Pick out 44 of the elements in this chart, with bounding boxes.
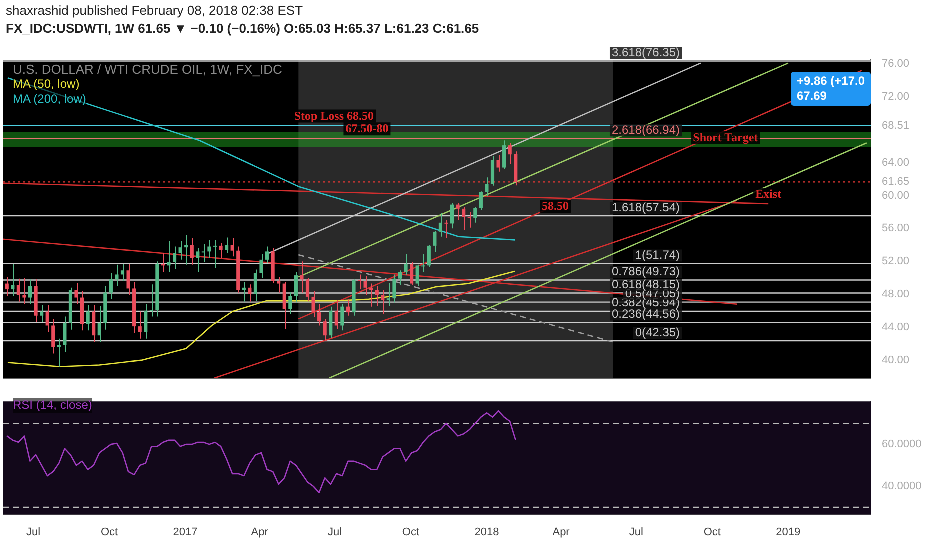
annotation: 58.50 (542, 199, 570, 214)
annotation: 67.69 (796, 89, 828, 104)
y-tick-label: 64.00 (882, 156, 910, 169)
ref-line-label: 3.618(76.35) (612, 46, 680, 60)
ref-line-label: 1.618(57.54) (612, 200, 680, 214)
ref-line-label: 2.618(66.94) (612, 122, 680, 137)
x-tick-label: Apr (251, 526, 269, 538)
y-tick-label: 68.51 (882, 120, 910, 132)
series-label: MA (200, low) (13, 92, 86, 107)
x-tick-label: Oct (402, 526, 420, 538)
annotation: Stop Loss 68.50 (294, 108, 374, 123)
x-tick-label: Jul (328, 526, 342, 538)
chart-title: U.S. DOLLAR / WTI CRUDE OIL, 1W, FX_IDC (13, 62, 282, 77)
ref-line-label: 0.618(48.15) (612, 278, 680, 292)
annotation: +9.86 (+17.0 (796, 74, 865, 89)
y-tick-label: 40.0000 (882, 480, 922, 493)
ref-line-label: 0(42.35) (635, 325, 680, 340)
x-tick-label: Jul (26, 526, 41, 538)
text: shaxrashid published February 08, 2018 02:38 EST (6, 2, 304, 20)
annotation: Exist (756, 187, 782, 202)
y-tick-label: 76.00 (882, 58, 910, 70)
text: RSI (14, close) (13, 398, 92, 413)
chart-subtitle: FX_IDC:USDWTI, 1W 61.65 ▼ −0.10 (−0.16%) O:65.03 H:65.37 L:61.23 C:61.65 (6, 20, 480, 38)
ref-line-label: 0.786(49.73) (612, 264, 680, 279)
y-tick-label: 60.00 (882, 190, 910, 202)
annotation: Short Target (693, 130, 758, 144)
x-tick-label: 2018 (474, 526, 500, 538)
y-tick-label: 56.00 (882, 222, 910, 235)
y-tick-label: 72.00 (882, 91, 910, 104)
y-tick-label: 60.0000 (882, 438, 922, 451)
x-tick-label: Oct (704, 526, 721, 538)
y-tick-label: 40.00 (882, 354, 910, 366)
annotation: 67.50-80 (346, 122, 389, 136)
y-tick-label: 61.65 (882, 176, 910, 188)
y-tick-label: 44.00 (882, 321, 910, 334)
x-tick-label: 2017 (173, 526, 198, 538)
y-tick-label: 48.00 (882, 288, 910, 301)
x-tick-label: Jul (629, 526, 644, 538)
y-tick-label: 52.00 (882, 256, 910, 268)
x-tick-label: Apr (552, 526, 570, 538)
x-tick-label: Oct (100, 526, 118, 538)
ref-line-label: 1(51.74) (635, 248, 680, 262)
x-tick-label: 2019 (776, 526, 801, 538)
text: MA (50, low) (13, 77, 80, 92)
